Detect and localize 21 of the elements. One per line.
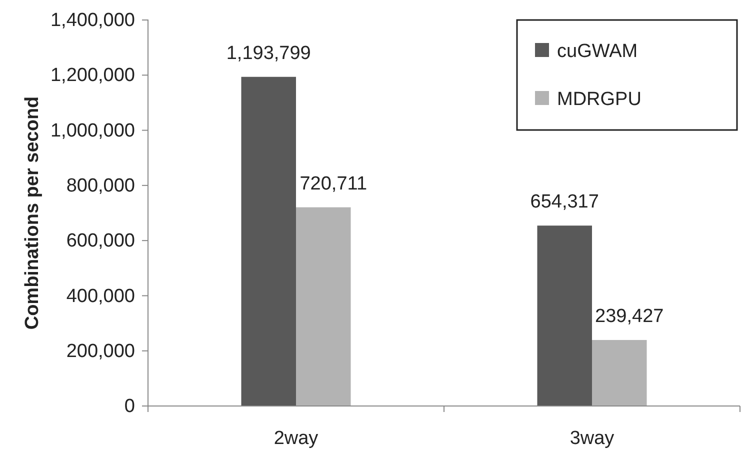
data-label: 1,193,799 xyxy=(226,42,311,64)
y-tick-label: 200,000 xyxy=(66,340,135,362)
data-label: 239,427 xyxy=(595,306,664,327)
data-label: 654,317 xyxy=(530,192,599,213)
data-label: 720,711 xyxy=(300,173,368,194)
bar xyxy=(537,226,592,406)
y-tick-label: 1,400,000 xyxy=(50,10,135,32)
legend-label: MDRGPU xyxy=(557,89,642,110)
y-tick-label: 800,000 xyxy=(66,176,135,197)
y-tick-label: 0 xyxy=(124,396,135,418)
y-axis-title: Combinations per second xyxy=(22,96,43,330)
y-tick-label: 1,000,000 xyxy=(50,120,135,142)
bar xyxy=(241,76,296,406)
legend-label: cuGWAM xyxy=(557,41,638,62)
bar xyxy=(592,340,647,406)
y-tick-label: 1,200,000 xyxy=(50,65,135,86)
bar xyxy=(296,207,351,406)
y-tick-label: 600,000 xyxy=(66,230,135,252)
x-tick-label: 3way xyxy=(570,428,615,449)
y-tick-label: 400,000 xyxy=(66,286,135,307)
x-tick-label: 2way xyxy=(274,428,319,449)
